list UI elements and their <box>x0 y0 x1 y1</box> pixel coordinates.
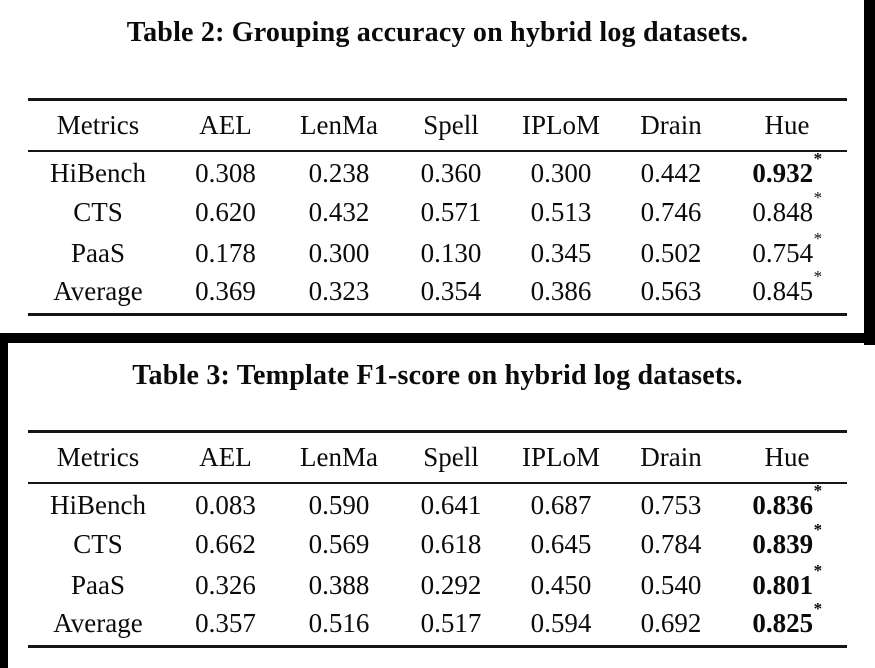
hue-cell: 0.845* <box>752 267 823 306</box>
column-header-hue: Hue <box>727 99 847 152</box>
data-cell: 0.563 <box>640 275 702 306</box>
table-row-cts: CTS 0.662 0.569 0.618 0.645 0.784 0.839* <box>28 519 847 565</box>
data-cell: 0.300 <box>308 237 370 268</box>
row-label: CTS <box>73 528 123 559</box>
star-marker: * <box>813 149 823 169</box>
hue-cell: 0.848* <box>752 187 823 227</box>
data-cell: 0.569 <box>308 528 370 559</box>
data-cell: 0.300 <box>530 158 592 188</box>
hue-cell: 0.836* <box>752 481 823 520</box>
column-header-iplom: IPLoM <box>507 431 615 484</box>
table-3-caption: Table 3: Template F1-score on hybrid log… <box>132 360 743 391</box>
column-header-drain: Drain <box>615 99 727 152</box>
column-header-metrics: Metrics <box>28 431 168 484</box>
table-2-section: Table 2: Grouping accuracy on hybrid log… <box>0 0 875 316</box>
data-cell: 0.620 <box>195 196 256 227</box>
star-marker: * <box>813 519 823 539</box>
row-label: Average <box>53 607 143 638</box>
data-cell: 0.178 <box>195 237 256 268</box>
star-marker: * <box>813 560 823 580</box>
crop-border-right <box>864 0 875 345</box>
hue-cell: 0.839* <box>752 519 823 559</box>
table-row-average: Average 0.357 0.516 0.517 0.594 0.692 0.825* <box>28 599 847 647</box>
data-cell: 0.516 <box>308 607 370 638</box>
column-header-ael: AEL <box>168 99 283 152</box>
row-label: Average <box>53 275 143 306</box>
star-marker: * <box>813 267 823 287</box>
data-cell: 0.618 <box>420 528 482 559</box>
data-cell: 0.360 <box>420 158 482 188</box>
data-cell: 0.388 <box>308 569 370 600</box>
row-label: CTS <box>73 196 123 227</box>
table-row-hibench: HiBench 0.308 0.238 0.360 0.300 0.442 0.932* <box>28 149 847 192</box>
data-cell: 0.308 <box>195 158 256 188</box>
crop-border-top <box>0 333 875 343</box>
data-cell: 0.594 <box>530 607 592 638</box>
table-2-body: HiBench 0.308 0.238 0.360 0.300 0.442 0.932* CT… <box>28 149 847 315</box>
data-cell: 0.590 <box>308 490 370 520</box>
row-label: PaaS <box>71 569 125 600</box>
data-cell: 0.746 <box>640 196 702 227</box>
hue-cell: 0.754* <box>752 228 823 268</box>
column-header-hue: Hue <box>727 431 847 484</box>
data-cell: 0.784 <box>640 528 702 559</box>
star-marker: * <box>813 228 823 248</box>
data-cell: 0.513 <box>530 196 592 227</box>
table-3-header: Metrics AEL LenMa Spell IPLoM Drain Hue <box>28 431 847 484</box>
data-cell: 0.323 <box>308 275 370 306</box>
data-cell: 0.292 <box>420 569 482 600</box>
data-cell: 0.692 <box>640 607 702 638</box>
column-header-ael: AEL <box>168 431 283 484</box>
data-cell: 0.450 <box>530 569 592 600</box>
data-cell: 0.641 <box>420 490 482 520</box>
data-cell: 0.238 <box>308 158 370 188</box>
data-cell: 0.662 <box>195 528 256 559</box>
crop-border-left <box>0 343 8 668</box>
table-row-paas: PaaS 0.326 0.388 0.292 0.450 0.540 0.801* <box>28 560 847 606</box>
table-3-body: HiBench 0.083 0.590 0.641 0.687 0.753 0.836* CT… <box>28 481 847 647</box>
row-label: HiBench <box>50 158 146 188</box>
data-cell: 0.517 <box>420 607 482 638</box>
data-cell: 0.442 <box>640 158 702 188</box>
table-row-hibench: HiBench 0.083 0.590 0.641 0.687 0.753 0.836* <box>28 481 847 524</box>
data-cell: 0.369 <box>195 275 256 306</box>
hue-cell: 0.801* <box>752 560 823 600</box>
column-header-drain: Drain <box>615 431 727 484</box>
data-cell: 0.357 <box>195 607 256 638</box>
data-cell: 0.645 <box>530 528 592 559</box>
star-marker: * <box>813 481 823 501</box>
row-label: PaaS <box>71 237 125 268</box>
table-3: Metrics AEL LenMa Spell IPLoM Drain Hue HiBenc… <box>28 430 847 648</box>
table-row-average: Average 0.369 0.323 0.354 0.386 0.563 0.845* <box>28 267 847 315</box>
table-2: Metrics AEL LenMa Spell IPLoM Drain Hue HiBenc… <box>28 98 847 316</box>
column-header-spell: Spell <box>395 99 507 152</box>
data-cell: 0.386 <box>530 275 592 306</box>
table-row-cts: CTS 0.620 0.432 0.571 0.513 0.746 0.848* <box>28 187 847 233</box>
data-cell: 0.326 <box>195 569 256 600</box>
table-3-section: Table 3: Template F1-score on hybrid log… <box>0 343 875 648</box>
data-cell: 0.571 <box>420 196 482 227</box>
data-cell: 0.130 <box>420 237 482 268</box>
data-cell: 0.354 <box>420 275 482 306</box>
column-header-metrics: Metrics <box>28 99 168 152</box>
hue-cell: 0.825* <box>752 599 823 638</box>
column-header-lenma: LenMa <box>283 99 395 152</box>
data-cell: 0.753 <box>640 490 702 520</box>
column-header-lenma: LenMa <box>283 431 395 484</box>
data-cell: 0.083 <box>195 490 256 520</box>
table-row-paas: PaaS 0.178 0.300 0.130 0.345 0.502 0.754* <box>28 228 847 274</box>
star-marker: * <box>813 187 823 207</box>
star-marker: * <box>813 599 823 619</box>
data-cell: 0.432 <box>308 196 370 227</box>
column-header-iplom: IPLoM <box>507 99 615 152</box>
row-label: HiBench <box>50 490 146 520</box>
data-cell: 0.345 <box>530 237 592 268</box>
data-cell: 0.540 <box>640 569 702 600</box>
table-2-header: Metrics AEL LenMa Spell IPLoM Drain Hue <box>28 99 847 152</box>
table-2-caption: Table 2: Grouping accuracy on hybrid log… <box>126 17 749 48</box>
data-cell: 0.687 <box>530 490 592 520</box>
column-header-spell: Spell <box>395 431 507 484</box>
data-cell: 0.502 <box>640 237 702 268</box>
hue-cell: 0.932* <box>752 149 823 188</box>
